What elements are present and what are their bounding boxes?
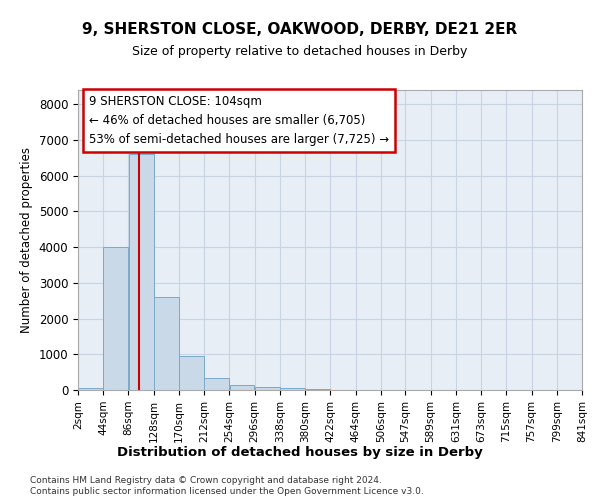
Text: Contains HM Land Registry data © Crown copyright and database right 2024.
Contai: Contains HM Land Registry data © Crown c…	[30, 476, 424, 496]
Bar	[205, 378, 229, 390]
Bar	[128, 154, 154, 390]
Text: 9, SHERSTON CLOSE, OAKWOOD, DERBY, DE21 2ER: 9, SHERSTON CLOSE, OAKWOOD, DERBY, DE21 …	[82, 22, 518, 38]
Y-axis label: Number of detached properties: Number of detached properties	[20, 147, 33, 333]
Bar	[78, 388, 103, 390]
Bar	[280, 388, 305, 390]
Bar	[179, 356, 204, 390]
Text: Size of property relative to detached houses in Derby: Size of property relative to detached ho…	[133, 45, 467, 58]
Bar	[103, 247, 128, 390]
Text: 9 SHERSTON CLOSE: 104sqm
← 46% of detached houses are smaller (6,705)
53% of sem: 9 SHERSTON CLOSE: 104sqm ← 46% of detach…	[89, 95, 389, 146]
Text: Distribution of detached houses by size in Derby: Distribution of detached houses by size …	[117, 446, 483, 459]
Bar	[255, 387, 280, 390]
Bar	[230, 386, 254, 390]
Bar	[154, 297, 179, 390]
